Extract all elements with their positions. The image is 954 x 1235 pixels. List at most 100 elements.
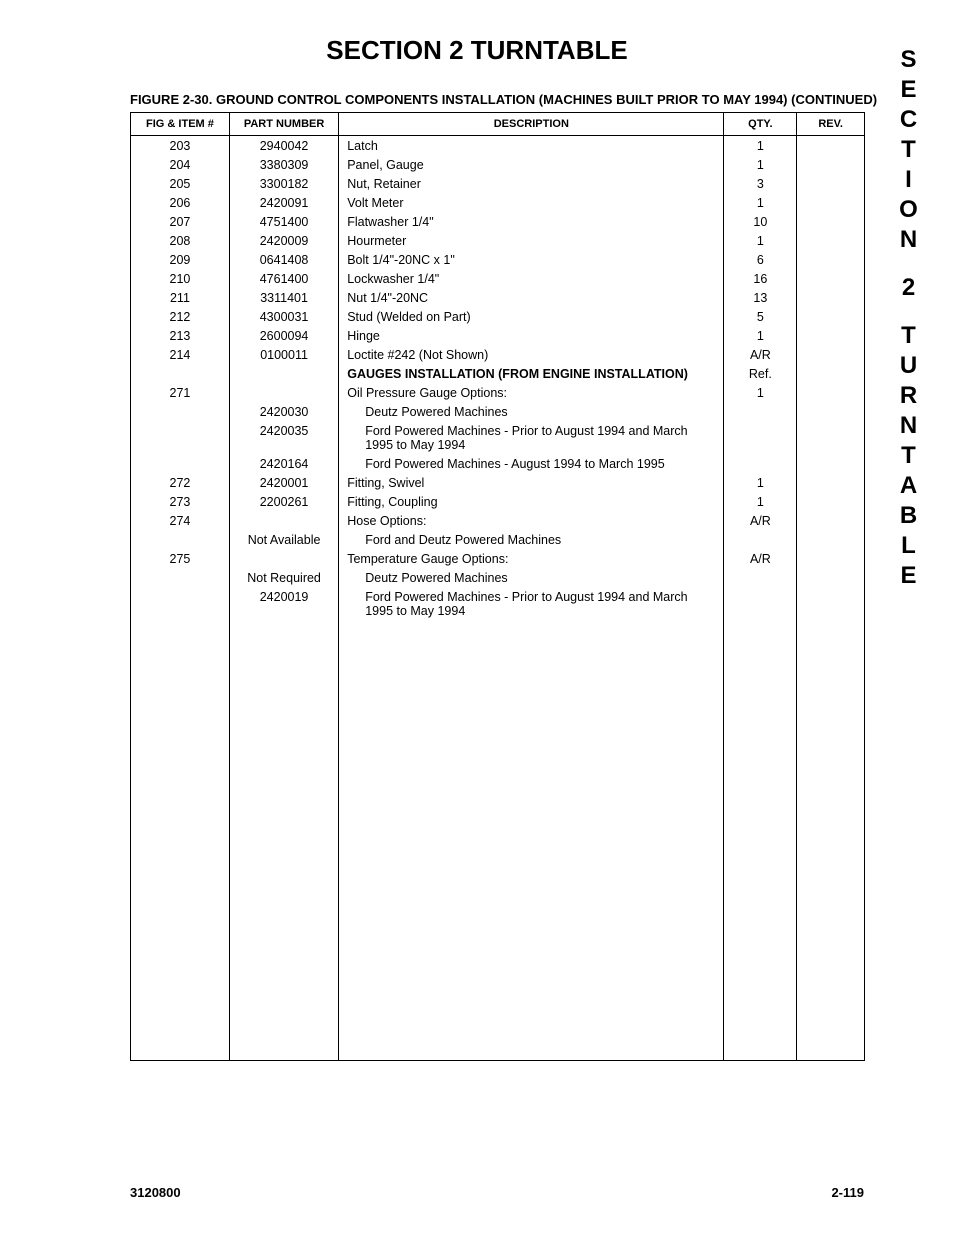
table-cell: 4761400 (229, 269, 338, 288)
table-cell (797, 345, 865, 364)
table-cell (229, 383, 338, 402)
table-cell: 2420091 (229, 193, 338, 212)
table-cell: 16 (724, 269, 797, 288)
table-cell: A/R (724, 345, 797, 364)
table-cell: 271 (131, 383, 230, 402)
table-cell: 204 (131, 155, 230, 174)
table-cell: Nut 1/4"-20NC (339, 288, 724, 307)
table-cell: 2420030 (229, 402, 338, 421)
table-cell: 212 (131, 307, 230, 326)
table-cell (229, 549, 338, 568)
table-row: 2420030Deutz Powered Machines (131, 402, 865, 421)
table-cell (797, 568, 865, 587)
table-cell: 2420019 (229, 587, 338, 620)
table-cell: 206 (131, 193, 230, 212)
table-row: GAUGES INSTALLATION (FROM ENGINE INSTALL… (131, 364, 865, 383)
table-row: 2032940042Latch1 (131, 136, 865, 156)
table-cell: Ford Powered Machines - August 1994 to M… (339, 454, 724, 473)
table-cell: Not Available (229, 530, 338, 549)
footer-left: 3120800 (130, 1185, 181, 1200)
table-row: 2132600094Hinge1 (131, 326, 865, 345)
table-cell (131, 454, 230, 473)
table-cell (724, 587, 797, 620)
table-cell: Deutz Powered Machines (339, 402, 724, 421)
table-row: 2104761400Lockwasher 1/4"16 (131, 269, 865, 288)
table-row: 2090641408Bolt 1/4"-20NC x 1"6 (131, 250, 865, 269)
table-cell (229, 511, 338, 530)
page-title: SECTION 2 TURNTABLE (40, 35, 914, 66)
table-cell: 213 (131, 326, 230, 345)
header-part: PART NUMBER (229, 113, 338, 136)
table-cell: 2200261 (229, 492, 338, 511)
table-cell: Hinge (339, 326, 724, 345)
header-rev: REV. (797, 113, 865, 136)
table-cell: Loctite #242 (Not Shown) (339, 345, 724, 364)
table-row: 271Oil Pressure Gauge Options:1 (131, 383, 865, 402)
table-row: 274Hose Options:A/R (131, 511, 865, 530)
table-row: Not AvailableFord and Deutz Powered Mach… (131, 530, 865, 549)
side-tab-letter: A (884, 471, 934, 501)
side-tab-letter: I (884, 165, 934, 195)
table-cell (797, 212, 865, 231)
table-cell (797, 136, 865, 156)
header-desc: DESCRIPTION (339, 113, 724, 136)
header-qty: QTY. (724, 113, 797, 136)
table-cell (797, 269, 865, 288)
table-cell: 4300031 (229, 307, 338, 326)
table-cell (131, 620, 230, 1060)
table-cell: 2420035 (229, 421, 338, 454)
table-row: 2043380309Panel, Gauge1 (131, 155, 865, 174)
table-cell: Hose Options: (339, 511, 724, 530)
table-cell: 3380309 (229, 155, 338, 174)
table-cell: Lockwasher 1/4" (339, 269, 724, 288)
table-cell: 1 (724, 136, 797, 156)
table-cell: Temperature Gauge Options: (339, 549, 724, 568)
table-cell: 1 (724, 155, 797, 174)
table-cell: 210 (131, 269, 230, 288)
table-cell: 273 (131, 492, 230, 511)
side-tab-letter: O (884, 195, 934, 225)
table-row: 2074751400Flatwasher 1/4"10 (131, 212, 865, 231)
table-cell: 3311401 (229, 288, 338, 307)
table-cell: Ford Powered Machines - Prior to August … (339, 421, 724, 454)
table-cell: 0641408 (229, 250, 338, 269)
table-cell (724, 402, 797, 421)
table-cell: Fitting, Swivel (339, 473, 724, 492)
table-cell (229, 364, 338, 383)
table-cell (131, 587, 230, 620)
table-cell: 1 (724, 383, 797, 402)
table-cell (797, 231, 865, 250)
table-cell: 272 (131, 473, 230, 492)
table-cell: 1 (724, 193, 797, 212)
header-fig: FIG & ITEM # (131, 113, 230, 136)
table-row: 2420019Ford Powered Machines - Prior to … (131, 587, 865, 620)
side-tab-letter: C (884, 105, 934, 135)
table-cell: 1 (724, 326, 797, 345)
table-cell: 203 (131, 136, 230, 156)
table-cell (797, 511, 865, 530)
table-cell: 211 (131, 288, 230, 307)
side-tab: SECTION 2 TURNTABLE (884, 45, 934, 591)
table-cell (797, 155, 865, 174)
side-tab-letter: E (884, 561, 934, 591)
table-cell: Ford and Deutz Powered Machines (339, 530, 724, 549)
page-footer: 3120800 2-119 (130, 1185, 864, 1200)
table-filler-row (131, 620, 865, 1060)
table-cell (797, 620, 865, 1060)
table-cell (131, 530, 230, 549)
table-cell: 2420001 (229, 473, 338, 492)
table-cell: Flatwasher 1/4" (339, 212, 724, 231)
table-cell (131, 421, 230, 454)
table-cell (797, 193, 865, 212)
table-row: 2053300182Nut, Retainer3 (131, 174, 865, 193)
table-cell (797, 587, 865, 620)
footer-right: 2-119 (831, 1185, 864, 1200)
table-cell: 214 (131, 345, 230, 364)
table-cell: Stud (Welded on Part) (339, 307, 724, 326)
table-row: 2140100011Loctite #242 (Not Shown)A/R (131, 345, 865, 364)
table-cell (724, 530, 797, 549)
table-cell (131, 364, 230, 383)
table-cell: 13 (724, 288, 797, 307)
table-cell: 2600094 (229, 326, 338, 345)
table-row: 2722420001Fitting, Swivel1 (131, 473, 865, 492)
